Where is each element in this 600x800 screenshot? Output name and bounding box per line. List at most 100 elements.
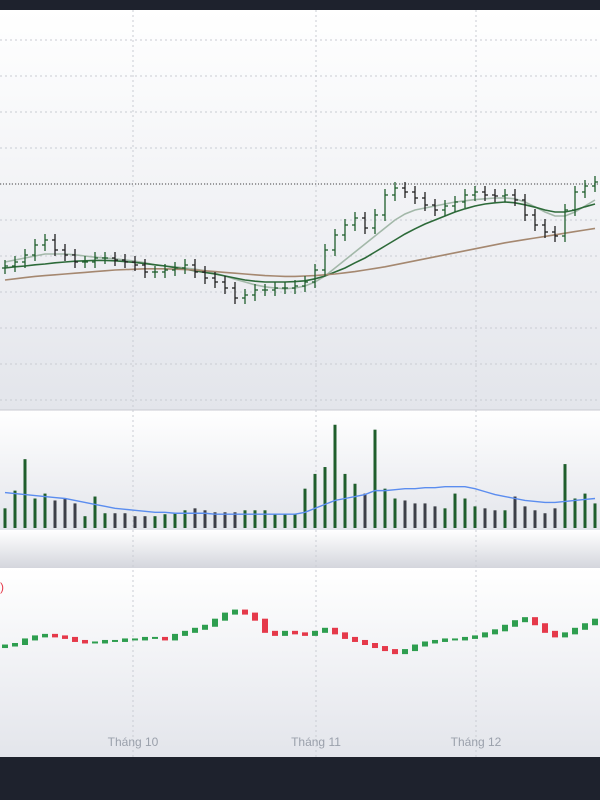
candle-body [422,641,428,647]
candle-body [382,646,388,652]
candle-body [362,639,368,645]
volume-bar [593,503,597,528]
volume-bar [143,516,147,528]
candle-body [202,624,208,630]
candle-body [282,630,288,636]
volume-bar [193,508,197,528]
candle-body [372,643,378,649]
volume-bar [563,464,567,528]
candle-body [142,636,148,641]
candle-body [22,638,28,645]
candle-body [242,609,248,615]
candle-body [582,623,588,630]
x-tick-label: Tháng 11 [291,735,341,749]
volume-bar [573,498,577,528]
candle-body [172,633,178,641]
volume-bar [263,510,267,528]
volume-bar [323,467,327,528]
volume-bar [233,512,237,528]
volume-pane [0,410,600,530]
indicator-pane [0,568,600,757]
volume-bar [163,514,167,528]
candle-body [332,627,338,635]
volume-bar [103,513,107,528]
volume-bar [183,510,187,528]
volume-bar [553,508,557,528]
candle-body [212,618,218,627]
volume-bar [473,506,477,528]
candle-body [82,639,88,644]
volume-bar [203,510,207,528]
candle-body [12,643,18,647]
candle-body [162,636,168,641]
volume-bar [293,514,297,528]
volume-bar [483,508,487,528]
volume-bar [303,488,307,528]
candle-body [252,612,258,621]
volume-bar [393,498,397,528]
candle-body [472,635,478,639]
candle-body [552,630,558,638]
moving-average [4,201,596,283]
volume-bar [503,510,507,528]
x-tick-label: Tháng 10 [108,735,159,749]
volume-bar [23,459,27,528]
volume-bar [383,488,387,528]
candle-body [522,617,528,623]
volume-bar [423,503,427,528]
volume-bar [243,510,247,528]
volume-bar [83,516,87,528]
candle-body [572,627,578,635]
volume-bar [223,512,227,528]
candle-body [302,632,308,636]
candle-body [392,649,398,655]
candle-body [122,638,128,642]
volume-bar [373,429,377,528]
volume-bar [73,503,77,528]
candle-body [272,630,278,636]
moving-average [4,227,596,281]
candle-body [492,629,498,635]
volume-ma [4,486,596,515]
volume-bar [43,493,47,528]
volume-bar [13,490,17,528]
volume-bar [93,496,97,528]
volume-bar [343,473,347,528]
volume-bar [453,493,457,528]
candle-body [322,627,328,633]
volume-bar [363,493,367,528]
volume-bar [333,424,337,528]
candle-body [52,633,58,638]
candle-body [352,636,358,642]
candle-body [412,644,418,652]
candle-body [152,636,158,639]
candle-body [2,644,8,649]
volume-bar [3,508,7,528]
candle-body [502,624,508,632]
volume-bar [113,513,117,528]
candle-body [312,630,318,636]
candle-body [512,620,518,627]
candle-body [32,635,38,641]
candle-body [192,627,198,633]
volume-bar [173,513,177,528]
x-tick-label: Tháng 12 [451,735,502,749]
indicator-label: ) [0,580,4,594]
volume-bar [543,513,547,528]
candle-body [112,639,118,642]
candle-body [482,632,488,638]
candle-body [222,612,228,621]
volume-bar [253,510,257,528]
volume-bar [513,496,517,528]
volume-bar [523,506,527,528]
candle-body [42,633,48,638]
candle-body [92,641,98,644]
volume-bar [153,516,157,528]
candle-body [462,636,468,641]
volume-bar [463,498,467,528]
candle-body [292,630,298,635]
volume-bar [403,500,407,528]
candle-body [432,639,438,644]
